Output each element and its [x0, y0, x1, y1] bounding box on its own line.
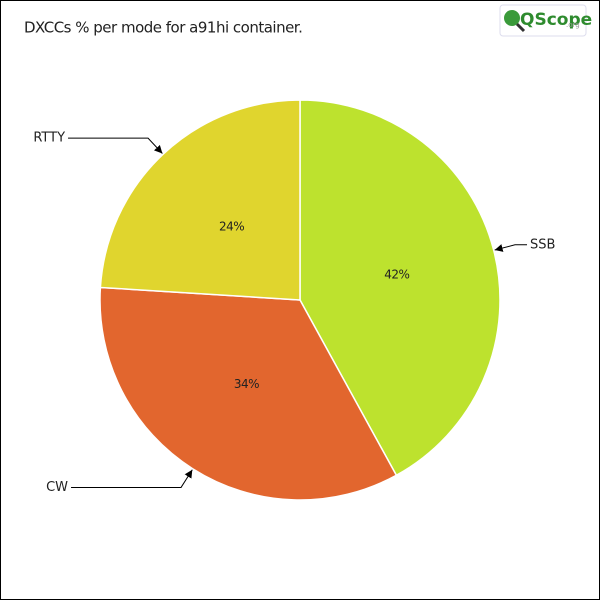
leader-line	[494, 244, 528, 252]
logo-icon	[504, 10, 520, 26]
logo-text: QScope	[520, 10, 592, 30]
category-label: SSB	[530, 237, 555, 252]
pie-slice	[99, 99, 301, 301]
leader-line	[71, 469, 193, 488]
slice-value-label: 42%	[384, 268, 409, 282]
pie-slice	[299, 99, 501, 477]
logo: QScope .org	[499, 4, 592, 37]
slice-value-label: 24%	[219, 220, 244, 234]
leader-line	[68, 137, 163, 154]
logo-suffix: .org	[566, 21, 580, 29]
slice-value-label: 34%	[234, 377, 259, 391]
chart-title: DXCCs % per mode for a91hi container.	[24, 19, 302, 37]
category-label: CW	[46, 480, 68, 495]
pie: 42% SSB 34% CW 24% RTTY	[33, 99, 555, 501]
pie-slice	[99, 286, 398, 501]
logo-handle	[515, 22, 526, 33]
category-label: RTTY	[33, 131, 65, 146]
